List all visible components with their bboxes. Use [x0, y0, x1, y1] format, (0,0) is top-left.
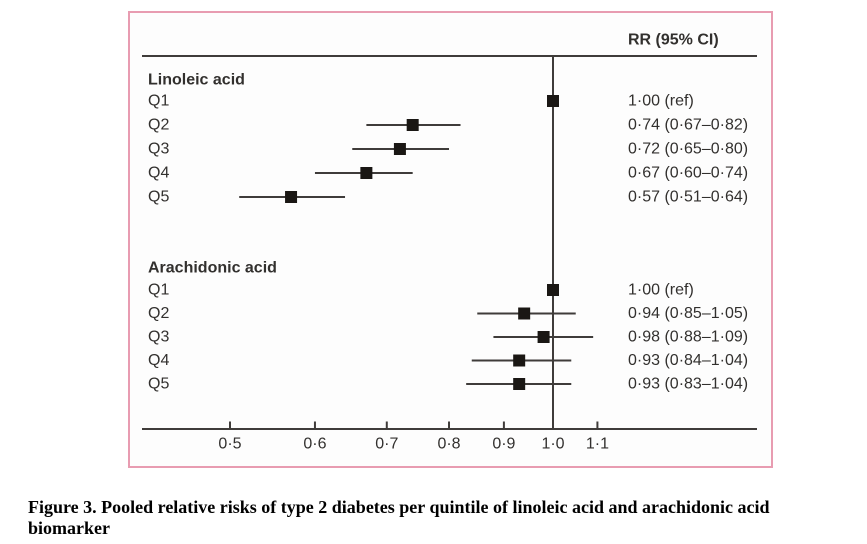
figure-caption-line1: Figure 3. Pooled relative risks of type …: [28, 497, 770, 517]
forest-square: [393, 143, 406, 155]
forest-square: [547, 284, 559, 296]
row-value: 0·72 (0·65–0·80): [628, 141, 748, 158]
forest-plot-figure: RR (95% CI) 0·5 0·6 0·7 0·8 0·9 1·0 1·1 Linoleic…: [128, 11, 773, 468]
row-label: Q1: [148, 282, 169, 299]
row-label: Q4: [148, 352, 169, 369]
row-label: Q2: [148, 305, 169, 322]
row-value: 0·74 (0·67–0·82): [628, 117, 748, 134]
x-tick-label: 0·6: [303, 436, 326, 453]
x-tick-label: 0·5: [218, 436, 241, 453]
row-label: Q5: [148, 189, 169, 206]
row-value: 0·94 (0·85–1·05): [628, 305, 748, 322]
forest-square: [285, 191, 298, 203]
row-value: 1·00 (ref): [628, 93, 694, 110]
row-value: 0·57 (0·51–0·64): [628, 189, 748, 206]
x-tick-label: 0·7: [375, 436, 398, 453]
forest-square: [406, 119, 419, 131]
x-tick-label: 0·8: [437, 436, 460, 453]
row-value: 0·98 (0·88–1·09): [628, 329, 748, 346]
forest-square: [547, 95, 559, 107]
forest-square: [513, 354, 526, 367]
figure-caption-line2: biomarker: [28, 518, 110, 538]
row-label: Q3: [148, 329, 169, 346]
forest-square: [518, 307, 531, 320]
row-label: Q4: [148, 165, 169, 182]
row-label: Q2: [148, 117, 169, 134]
x-tick-label: 1·1: [586, 436, 609, 453]
x-tick-label: 0·9: [492, 436, 515, 453]
x-tick-label: 1·0: [541, 436, 564, 453]
figure-caption: Figure 3. Pooled relative risks of type …: [28, 497, 863, 539]
row-value: 0·67 (0·60–0·74): [628, 165, 748, 182]
forest-square: [537, 331, 550, 343]
forest-square: [513, 378, 526, 390]
forest-plot-svg: RR (95% CI) 0·5 0·6 0·7 0·8 0·9 1·0 1·1 Linoleic…: [142, 32, 757, 453]
forest-square: [360, 167, 373, 179]
column-header: RR (95% CI): [628, 32, 719, 49]
row-label: Q5: [148, 376, 169, 393]
group-header: Arachidonic acid: [148, 260, 277, 277]
row-label: Q3: [148, 141, 169, 158]
group-header: Linoleic acid: [148, 72, 245, 89]
row-value: 0·93 (0·84–1·04): [628, 352, 748, 369]
row-value: 1·00 (ref): [628, 282, 694, 299]
row-label: Q1: [148, 93, 169, 110]
row-value: 0·93 (0·83–1·04): [628, 376, 748, 393]
